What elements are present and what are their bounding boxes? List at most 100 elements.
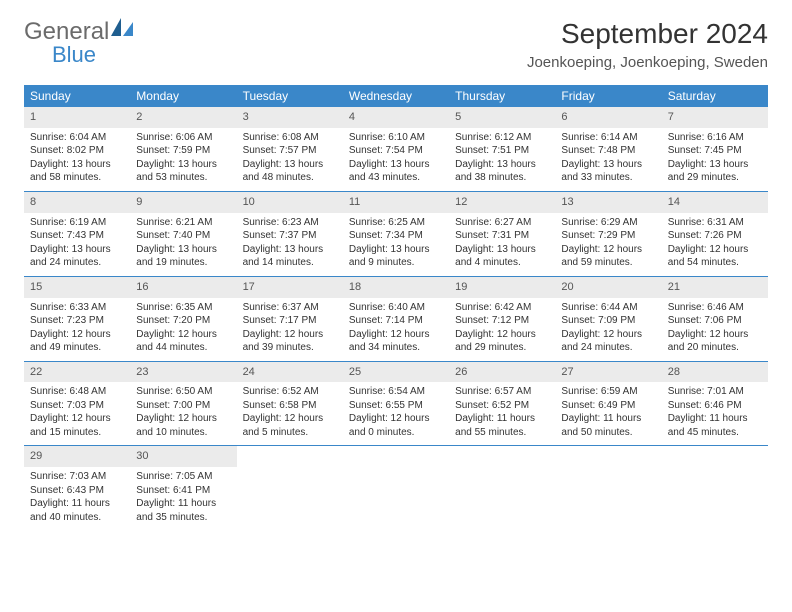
sunrise-text: Sunrise: 7:03 AM [30,470,124,484]
day-cell: 10 Sunrise: 6:23 AMSunset: 7:37 PMDayligh… [237,192,343,276]
sunset-text: Sunset: 7:40 PM [136,229,230,243]
sunrise-text: Sunrise: 6:12 AM [455,131,549,145]
daylight-text: Daylight: 13 hours [455,243,549,257]
sunrise-text: Sunrise: 7:05 AM [136,470,230,484]
day-cell [662,446,768,530]
sunset-text: Sunset: 7:14 PM [349,314,443,328]
sunrise-text: Sunrise: 6:46 AM [668,301,762,315]
daylight-text: and 59 minutes. [561,256,655,270]
sunset-text: Sunset: 6:49 PM [561,399,655,413]
daylight-text: Daylight: 13 hours [30,158,124,172]
day-cell: 16Sunrise: 6:35 AMSunset: 7:20 PMDayligh… [130,277,236,361]
day-body: Sunrise: 6:42 AMSunset: 7:12 PMDaylight:… [449,298,555,361]
daylight-text: and 9 minutes. [349,256,443,270]
day-cell: 23Sunrise: 6:50 AMSunset: 7:00 PMDayligh… [130,362,236,446]
sunrise-text: Sunrise: 6:06 AM [136,131,230,145]
day-cell: 12Sunrise: 6:27 AMSunset: 7:31 PMDayligh… [449,192,555,276]
day-cell: 13Sunrise: 6:29 AMSunset: 7:29 PMDayligh… [555,192,661,276]
daylight-text: Daylight: 13 hours [136,158,230,172]
sunset-text: Sunset: 7:37 PM [243,229,337,243]
sunrise-text: Sunrise: 6:54 AM [349,385,443,399]
sunrise-text: Sunrise: 7:01 AM [668,385,762,399]
daylight-text: Daylight: 13 hours [349,243,443,257]
day-body: Sunrise: 6:29 AMSunset: 7:29 PMDaylight:… [555,213,661,276]
day-number: 20 [555,277,661,298]
sunrise-text: Sunrise: 6:04 AM [30,131,124,145]
day-number: 8 [24,192,130,213]
day-cell: 29Sunrise: 7:03 AMSunset: 6:43 PMDayligh… [24,446,130,530]
day-number: 27 [555,362,661,383]
day-number: 18 [343,277,449,298]
day-body: Sunrise: 7:03 AMSunset: 6:43 PMDaylight:… [24,467,130,530]
sunrise-text: Sunrise: 6:23 AM [243,216,337,230]
sunrise-text: Sunrise: 6:44 AM [561,301,655,315]
day-body: Sunrise: 6:06 AMSunset: 7:59 PMDaylight:… [130,128,236,191]
title-block: September 2024 Joenkoeping, Joenkoeping,… [527,18,768,71]
daylight-text: Daylight: 13 hours [243,158,337,172]
day-body: Sunrise: 6:46 AMSunset: 7:06 PMDaylight:… [662,298,768,361]
daylight-text: Daylight: 12 hours [243,412,337,426]
month-title: September 2024 [527,18,768,50]
calendar-week: 29Sunrise: 7:03 AMSunset: 6:43 PMDayligh… [24,446,768,530]
day-header: Saturday [662,85,768,107]
day-cell: 11Sunrise: 6:25 AMSunset: 7:34 PMDayligh… [343,192,449,276]
daylight-text: and 40 minutes. [30,511,124,525]
day-body: Sunrise: 6:10 AMSunset: 7:54 PMDaylight:… [343,128,449,191]
daylight-text: Daylight: 12 hours [561,243,655,257]
sunset-text: Sunset: 6:55 PM [349,399,443,413]
sunset-text: Sunset: 7:48 PM [561,144,655,158]
day-cell: 4Sunrise: 6:10 AMSunset: 7:54 PMDaylight… [343,107,449,191]
daylight-text: Daylight: 12 hours [668,328,762,342]
day-body: Sunrise: 6:59 AMSunset: 6:49 PMDaylight:… [555,382,661,445]
daylight-text: and 55 minutes. [455,426,549,440]
day-body: Sunrise: 6:40 AMSunset: 7:14 PMDaylight:… [343,298,449,361]
day-cell: 21Sunrise: 6:46 AMSunset: 7:06 PMDayligh… [662,277,768,361]
calendar-week: 1Sunrise: 6:04 AMSunset: 8:02 PMDaylight… [24,107,768,192]
day-cell [237,446,343,530]
daylight-text: and 19 minutes. [136,256,230,270]
sunrise-text: Sunrise: 6:08 AM [243,131,337,145]
daylight-text: and 53 minutes. [136,171,230,185]
sunrise-text: Sunrise: 6:37 AM [243,301,337,315]
sunrise-text: Sunrise: 6:57 AM [455,385,549,399]
daylight-text: Daylight: 13 hours [243,243,337,257]
location-label: Joenkoeping, Joenkoeping, Sweden [527,54,768,71]
day-cell: 17Sunrise: 6:37 AMSunset: 7:17 PMDayligh… [237,277,343,361]
day-number: 6 [555,107,661,128]
day-cell: 19Sunrise: 6:42 AMSunset: 7:12 PMDayligh… [449,277,555,361]
daylight-text: and 50 minutes. [561,426,655,440]
sunrise-text: Sunrise: 6:33 AM [30,301,124,315]
day-header: Wednesday [343,85,449,107]
day-body: Sunrise: 6:57 AMSunset: 6:52 PMDaylight:… [449,382,555,445]
daylight-text: Daylight: 12 hours [455,328,549,342]
day-cell: 26Sunrise: 6:57 AMSunset: 6:52 PMDayligh… [449,362,555,446]
daylight-text: and 29 minutes. [668,171,762,185]
sunrise-text: Sunrise: 6:16 AM [668,131,762,145]
daylight-text: Daylight: 11 hours [668,412,762,426]
sunset-text: Sunset: 7:51 PM [455,144,549,158]
day-cell: 27Sunrise: 6:59 AMSunset: 6:49 PMDayligh… [555,362,661,446]
sunrise-text: Sunrise: 6:25 AM [349,216,443,230]
day-number: 11 [343,192,449,213]
day-number: 12 [449,192,555,213]
day-number: 7 [662,107,768,128]
daylight-text: and 0 minutes. [349,426,443,440]
sunrise-text: Sunrise: 6:35 AM [136,301,230,315]
day-number: 15 [24,277,130,298]
daylight-text: Daylight: 13 hours [349,158,443,172]
day-number: 30 [130,446,236,467]
day-cell [343,446,449,530]
day-number: 5 [449,107,555,128]
day-body: Sunrise: 6:19 AMSunset: 7:43 PMDaylight:… [24,213,130,276]
day-body: Sunrise: 6:44 AMSunset: 7:09 PMDaylight:… [555,298,661,361]
sunset-text: Sunset: 8:02 PM [30,144,124,158]
day-cell: 20Sunrise: 6:44 AMSunset: 7:09 PMDayligh… [555,277,661,361]
day-cell: 30Sunrise: 7:05 AMSunset: 6:41 PMDayligh… [130,446,236,530]
day-number: 10 [237,192,343,213]
daylight-text: Daylight: 11 hours [136,497,230,511]
sunset-text: Sunset: 7:59 PM [136,144,230,158]
day-cell: 14Sunrise: 6:31 AMSunset: 7:26 PMDayligh… [662,192,768,276]
daylight-text: and 5 minutes. [243,426,337,440]
daylight-text: Daylight: 13 hours [136,243,230,257]
daylight-text: and 15 minutes. [30,426,124,440]
